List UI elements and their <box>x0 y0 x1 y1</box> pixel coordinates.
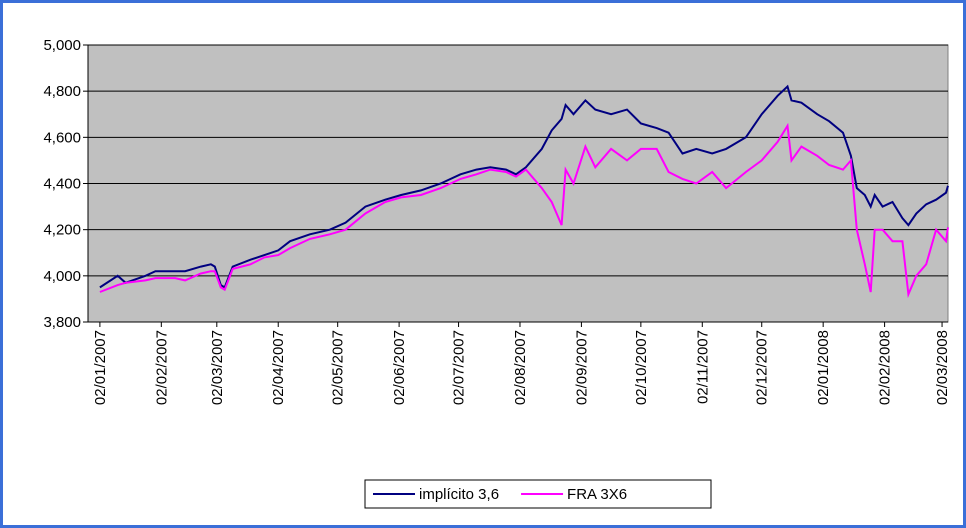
x-tick-label: 02/03/2008 <box>934 330 951 405</box>
x-tick-label: 02/12/2007 <box>754 330 771 405</box>
x-tick-label: 02/08/2007 <box>512 330 529 405</box>
x-tick-label: 02/02/2008 <box>877 330 894 405</box>
y-tick-label: 4,400 <box>43 176 81 193</box>
legend-label: FRA 3X6 <box>567 486 627 503</box>
y-tick-label: 3,800 <box>43 314 81 331</box>
x-tick-label: 02/01/2007 <box>92 330 109 405</box>
y-tick-label: 4,800 <box>43 83 81 100</box>
x-tick-label: 02/05/2007 <box>330 330 347 405</box>
y-tick-label: 4,200 <box>43 222 81 239</box>
x-tick-label: 02/10/2007 <box>633 330 650 405</box>
chart: 3,800 4,000 4,200 4,400 4,600 4,800 5,000 02/01… <box>43 37 951 509</box>
legend-label: implícito 3,6 <box>419 486 499 503</box>
x-tick-label: 02/07/2007 <box>451 330 468 405</box>
y-tick-label: 4,000 <box>43 268 81 285</box>
y-tick-label: 4,600 <box>43 129 81 146</box>
series-line <box>99 122 949 299</box>
x-tick-label: 02/03/2007 <box>209 330 226 405</box>
y-tick-label: 5,000 <box>43 37 81 54</box>
x-tick-label: 02/01/2008 <box>815 330 832 405</box>
x-tick-label: 02/11/2007 <box>694 330 711 404</box>
x-tick-label: 02/06/2007 <box>391 330 408 405</box>
x-tick-label: 02/04/2007 <box>270 330 287 405</box>
x-tick-label: 02/09/2007 <box>573 330 590 405</box>
x-tick-label: 02/02/2007 <box>153 330 170 405</box>
